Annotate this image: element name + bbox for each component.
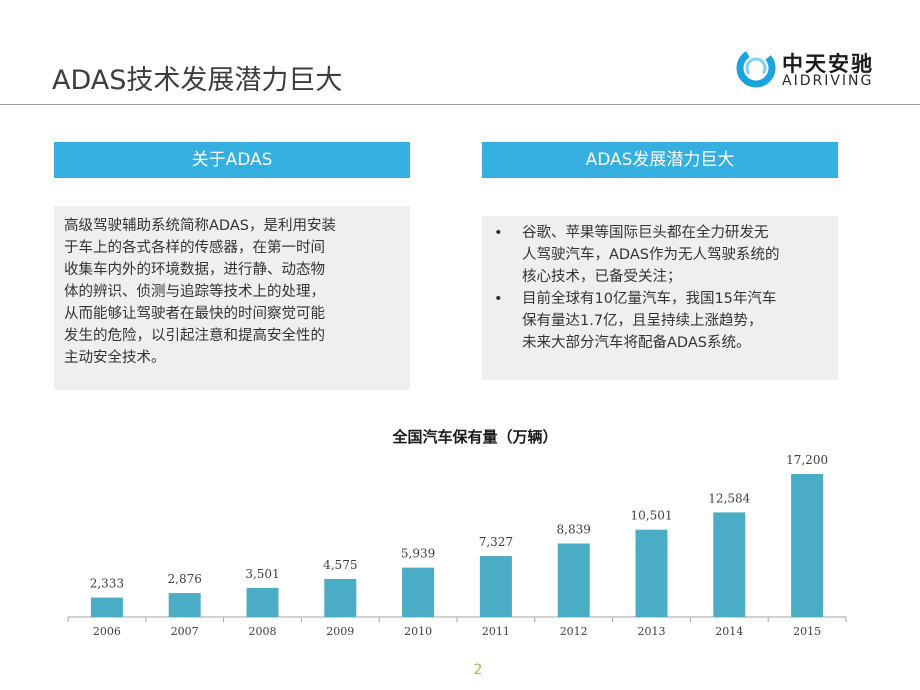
logo-name-cn: 中天安驰	[782, 52, 874, 76]
bullet-item: • 目前全球有10亿量汽车，我国15年汽车 保有量达1.7亿，且呈持续上涨趋势，…	[494, 288, 826, 354]
bar-value-label: 8,839	[557, 523, 591, 537]
x-tick-label: 2008	[249, 625, 277, 638]
x-tick-label: 2012	[560, 625, 588, 638]
logo-ring-icon	[736, 48, 776, 88]
bar-2006	[90, 597, 123, 617]
bar-value-label: 7,327	[479, 535, 513, 549]
bullet-line: 未来大部分汽车将配备ADAS系统。	[522, 335, 751, 351]
bar-value-label: 12,584	[708, 491, 750, 505]
bar-2014	[713, 512, 746, 617]
about-adas-header: 关于ADAS	[54, 142, 410, 178]
bullet-line: 目前全球有10亿量汽车，我国15年汽车	[522, 291, 777, 307]
x-tick-label: 2011	[482, 625, 510, 638]
bar-2013	[635, 529, 668, 617]
bullet-line: 谷歌、苹果等国际巨头都在全力研发无	[522, 225, 769, 241]
x-tick-label: 2007	[171, 625, 199, 638]
bar-2015	[791, 474, 824, 617]
bar-2008	[246, 587, 279, 617]
title-divider	[0, 104, 920, 105]
x-tick-label: 2006	[93, 625, 121, 638]
company-logo: 中天安驰 AIDRIVING	[734, 46, 894, 94]
bar-value-label: 2,876	[168, 572, 202, 586]
bullet-line: 人驾驶汽车，ADAS作为无人驾驶系统的	[522, 247, 780, 263]
x-tick-label: 2015	[793, 625, 821, 638]
about-adas-text-box: 高级驾驶辅助系统简称ADAS，是利用安装 于车上的各式各样的传感器，在第一时间 …	[54, 206, 410, 390]
bar-value-label: 17,200	[786, 453, 828, 467]
about-adas-line: 主动安全技术。	[64, 350, 166, 366]
about-adas-line: 体的辨识、侦测与追踪等技术上的处理，	[64, 284, 325, 300]
x-tick-label: 2009	[326, 625, 354, 638]
bullet-dot-icon: •	[494, 225, 503, 241]
logo-name-en: AIDRIVING	[782, 73, 874, 89]
x-tick-label: 2014	[715, 625, 743, 638]
page-number: 2	[473, 662, 483, 678]
adas-potential-text-box: • 谷歌、苹果等国际巨头都在全力研发无 人驾驶汽车，ADAS作为无人驾驶系统的 …	[482, 216, 838, 380]
bar-value-label: 3,501	[245, 567, 279, 581]
bullet-item: • 谷歌、苹果等国际巨头都在全力研发无 人驾驶汽车，ADAS作为无人驾驶系统的 …	[494, 222, 826, 288]
page-title: ADAS技术发展潜力巨大	[52, 65, 343, 96]
x-tick-label: 2010	[404, 625, 432, 638]
about-adas-line: 从而能够让驾驶者在最快的时间察觉可能	[64, 306, 325, 322]
chart-title: 全国汽车保有量（万辆）	[392, 428, 558, 446]
bar-2007	[168, 593, 201, 617]
bar-2012	[557, 543, 590, 617]
bar-value-label: 5,939	[401, 547, 435, 561]
bar-value-label: 4,575	[323, 558, 357, 572]
bullet-line: 核心技术，已备受关注；	[522, 269, 682, 285]
bar-value-label: 10,501	[631, 509, 673, 523]
bar-2010	[402, 567, 435, 617]
bar-value-label: 2,333	[90, 577, 124, 591]
bullet-dot-icon: •	[494, 291, 503, 307]
adas-potential-header: ADAS发展潜力巨大	[482, 142, 838, 178]
bar-2011	[479, 556, 512, 617]
about-adas-line: 高级驾驶辅助系统简称ADAS，是利用安装	[64, 218, 336, 234]
about-adas-line: 收集车内外的环境数据，进行静、动态物	[64, 262, 325, 278]
x-tick-label: 2013	[638, 625, 666, 638]
about-adas-line: 于车上的各式各样的传感器，在第一时间	[64, 240, 325, 256]
about-adas-line: 发生的危险，以引起注意和提高安全性的	[64, 328, 325, 344]
bullet-line: 保有量达1.7亿，且呈持续上涨趋势，	[522, 313, 763, 329]
bar-2009	[324, 578, 357, 617]
